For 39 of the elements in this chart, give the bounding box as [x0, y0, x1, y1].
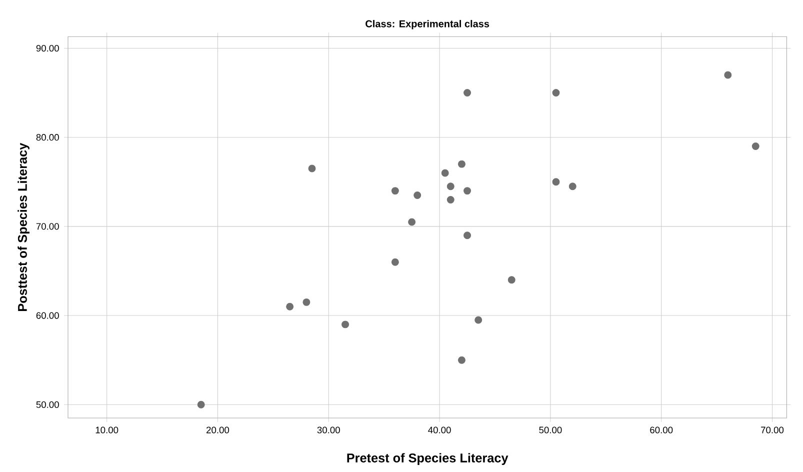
point [464, 89, 471, 97]
point [391, 187, 399, 195]
point [568, 182, 576, 190]
x-tick-label: 70.00 [761, 426, 784, 434]
point [474, 316, 482, 324]
x-tick-label: 50.00 [539, 426, 562, 434]
point [302, 298, 310, 306]
point [464, 187, 471, 195]
point [408, 218, 416, 226]
point [391, 258, 399, 266]
x-tick-label: 30.00 [317, 426, 340, 434]
point [414, 192, 422, 199]
point [508, 276, 516, 284]
y-tick-label: 80.00 [36, 134, 59, 141]
x-tick-label: 60.00 [650, 426, 673, 434]
y-axis-title: Posttest of Species Literacy [18, 142, 30, 311]
point [724, 71, 732, 79]
y-tick-label: 60.00 [36, 312, 59, 319]
y-tick-label: 90.00 [36, 44, 59, 52]
x-tick-label: 20.00 [206, 426, 230, 434]
chart-title: Class: Experimental class [366, 20, 490, 30]
point [197, 400, 205, 408]
point [446, 196, 454, 204]
x-axis-title: Pretest of Species Literacy [347, 453, 508, 465]
x-tick-label: 10.00 [96, 426, 118, 434]
y-tick-label: 50.00 [36, 401, 59, 408]
x-tick-label: 40.00 [428, 426, 451, 434]
point [308, 164, 316, 172]
point [752, 142, 760, 150]
y-tick-label: 70.00 [36, 223, 59, 230]
point [552, 89, 560, 97]
point [464, 232, 471, 240]
point [458, 356, 466, 364]
point [286, 302, 294, 310]
point [552, 178, 560, 186]
point [446, 182, 454, 190]
point [342, 320, 350, 328]
point [441, 169, 449, 177]
point [458, 160, 466, 168]
